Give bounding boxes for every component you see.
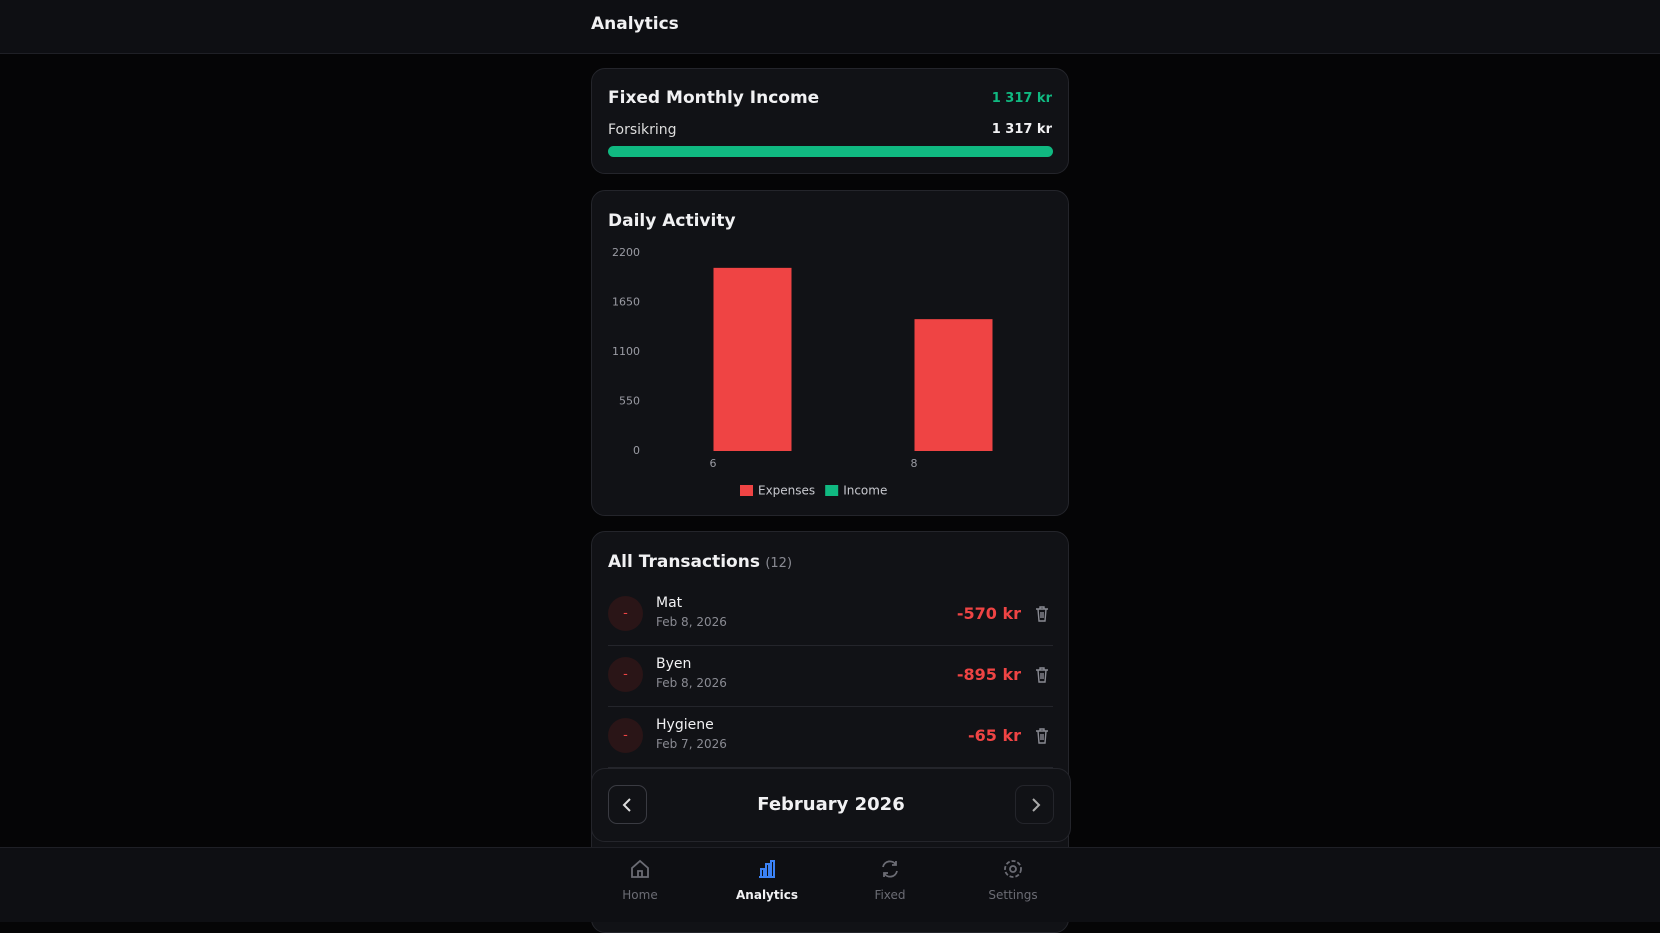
y-tick-label: 0 — [633, 444, 640, 457]
nav-item[interactable]: Home — [595, 858, 685, 908]
nav-label: Home — [622, 888, 658, 902]
bar — [914, 319, 993, 451]
trash-icon — [1036, 667, 1048, 683]
bar — [713, 267, 792, 451]
row-name: Byen — [656, 656, 692, 672]
nav-item[interactable]: Settings — [968, 858, 1058, 908]
nav-item[interactable]: Fixed — [845, 858, 935, 908]
trash-icon — [1036, 606, 1048, 622]
transaction-row: - Mat Feb 8, 2026 -570 kr — [608, 584, 1053, 646]
row-name: Hygiene — [656, 717, 714, 733]
next-month[interactable] — [1015, 785, 1054, 824]
trash-icon — [1036, 728, 1048, 744]
nav-icon — [631, 859, 649, 878]
income-card: Fixed Monthly Income 1 317 kr Forsikring… — [591, 68, 1069, 174]
row-amount: -895 kr — [956, 665, 1021, 684]
progress-bar — [608, 146, 1053, 157]
header: Analytics — [0, 0, 1660, 54]
month-nav: February 2026 — [591, 768, 1071, 842]
chevron-right — [1031, 797, 1040, 812]
delete-button[interactable] — [1035, 667, 1049, 683]
row-date: Feb 7, 2026 — [656, 737, 727, 751]
legend-label: Expenses — [758, 484, 815, 498]
item-name: Forsikring — [608, 122, 677, 138]
y-tick-label: 1100 — [612, 345, 640, 358]
nav-label: Fixed — [874, 888, 906, 902]
y-tick-label: 2200 — [612, 246, 640, 259]
prev-month[interactable] — [608, 785, 647, 824]
nav-label: Settings — [988, 888, 1038, 902]
y-tick-label: 1650 — [612, 296, 640, 309]
row-date: Feb 8, 2026 — [656, 615, 727, 629]
row-amount: -570 kr — [956, 604, 1021, 623]
delete-button[interactable] — [1035, 728, 1049, 744]
chart: Daily Activity 0 550 1100 1650 2200 6 8 Expense… — [608, 211, 993, 498]
transaction-row: - Byen Feb 8, 2026 -895 kr — [608, 645, 1053, 707]
month-label: February 2026 — [757, 794, 905, 815]
legend-label: Income — [843, 484, 887, 498]
card-title: All Transactions — [608, 552, 760, 572]
transaction-row: - Hygiene Feb 7, 2026 -65 kr — [608, 706, 1053, 768]
header-title: Analytics — [591, 14, 679, 34]
x-tick-label: 8 — [911, 457, 918, 470]
nav-icon — [882, 860, 898, 878]
row-icon: - — [608, 718, 643, 753]
row-icon: - — [608, 657, 643, 692]
bottom-nav: Home Analytics Fixed Settings — [0, 847, 1660, 922]
count: (12) — [765, 556, 793, 571]
legend-swatch — [740, 485, 753, 496]
nav-item[interactable]: Analytics — [722, 858, 812, 908]
row-name: Mat — [656, 595, 683, 611]
item-amount: 1 317 kr — [991, 122, 1052, 137]
chart-title: Daily Activity — [608, 211, 736, 231]
row-amount: -65 kr — [967, 726, 1021, 745]
x-tick-label: 6 — [710, 457, 717, 470]
nav-icon — [1004, 860, 1022, 878]
chevron-left — [622, 797, 631, 812]
delete-button[interactable] — [1035, 606, 1049, 622]
nav-label: Analytics — [736, 888, 798, 902]
nav-icon — [759, 860, 775, 878]
chart-card: Daily Activity 0 550 1100 1650 2200 6 8 Expense… — [591, 190, 1069, 516]
card-title: Fixed Monthly Income — [608, 88, 820, 108]
row-date: Feb 8, 2026 — [656, 676, 727, 690]
transactions-header: All Transactions (12) — [608, 552, 792, 572]
income-total: 1 317 kr — [991, 91, 1052, 106]
row-icon: - — [608, 596, 643, 631]
y-tick-label: 550 — [619, 395, 640, 408]
legend-swatch — [825, 485, 839, 496]
